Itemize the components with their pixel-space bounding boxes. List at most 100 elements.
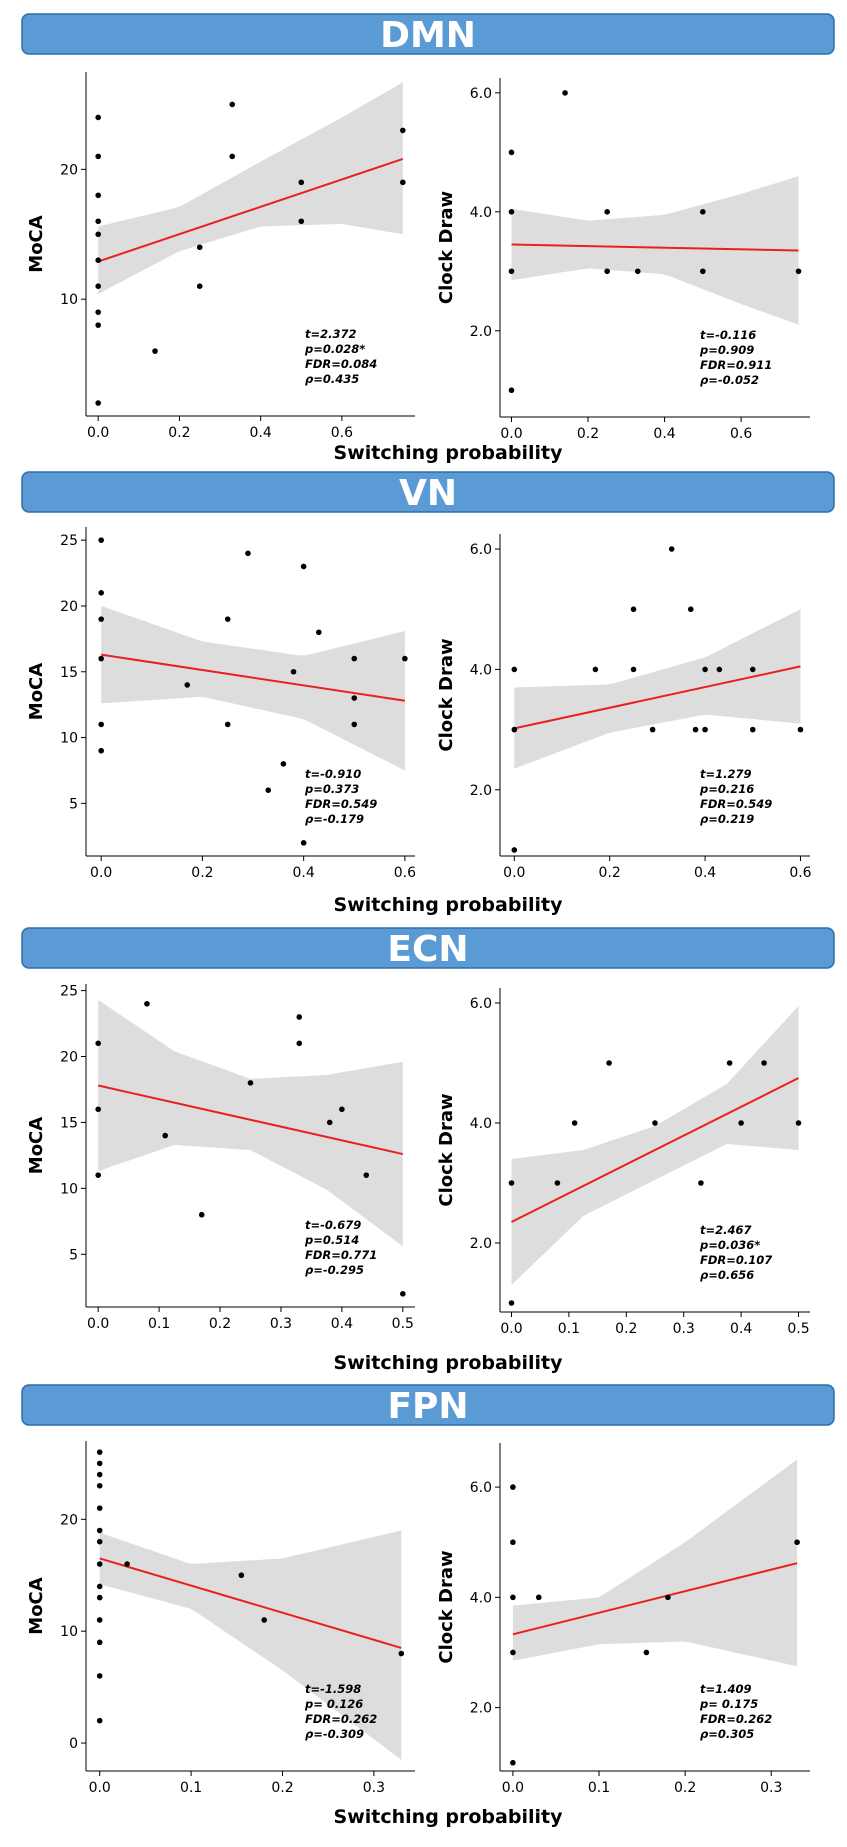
network-title: ECN — [387, 929, 468, 970]
data-point — [508, 149, 515, 156]
stat-line: p=0.373 — [304, 782, 359, 796]
data-point — [400, 1291, 406, 1297]
network-banner — [21, 471, 835, 513]
data-point — [95, 257, 101, 264]
x-tick-label: 0.6 — [789, 865, 811, 881]
data-point — [326, 1119, 333, 1126]
stat-line: t=-0.679 — [305, 1218, 361, 1232]
data-point — [510, 1649, 516, 1656]
stat-line: t=1.409 — [700, 1682, 752, 1696]
data-point — [238, 1572, 245, 1579]
y-axis-label: MoCA — [26, 663, 47, 720]
network-title: VN — [399, 473, 457, 514]
data-point — [265, 787, 272, 793]
data-point — [96, 1505, 103, 1511]
regression-line — [514, 665, 801, 730]
x-tick-label: 0.3 — [363, 1780, 385, 1796]
clock-draw-panel: 2.0 4.0 6.0 0.0 0.1 0.2 0.3 0.4 0.5 Clock Draw t=2… — [436, 988, 810, 1337]
data-point — [508, 1180, 515, 1186]
data-point — [351, 695, 358, 701]
network-banner — [21, 1384, 835, 1426]
x-tick-label: 0.0 — [89, 1780, 111, 1796]
block-ecn: ECN Switching probability 5 10 15 20 25 0.0 0.1 0… — [21, 927, 835, 1374]
data-point — [124, 1561, 130, 1567]
clock-draw-panel: 2.0 4.0 6.0 0.0 0.2 0.4 0.6 Clock Draw t=1.279p=… — [436, 534, 812, 881]
data-point — [700, 268, 706, 275]
data-point — [726, 1060, 733, 1066]
data-point — [96, 1583, 103, 1590]
y-axis-label: MoCA — [26, 1577, 47, 1634]
data-point — [300, 840, 307, 846]
data-point — [761, 1060, 767, 1066]
confidence-band — [511, 1006, 799, 1285]
data-point — [400, 179, 406, 186]
data-point — [687, 606, 694, 613]
x-tick-label: 0.2 — [271, 1780, 293, 1796]
block-vn: VN Switching probability 5 10 15 20 25 0.0 0.2 0.… — [21, 471, 835, 916]
y-tick-label: 4.0 — [470, 1590, 492, 1606]
y-tick-label: 20 — [60, 1512, 78, 1528]
data-point — [535, 1594, 542, 1601]
y-axis-label: Clock Draw — [436, 1550, 457, 1663]
data-point — [96, 1639, 103, 1646]
y-tick-label: 4.0 — [470, 205, 492, 221]
network-banner — [21, 927, 835, 969]
clock-draw-panel: 2.0 4.0 6.0 0.0 0.2 0.4 0.6 Clock Draw t=-0.116p… — [436, 78, 810, 442]
x-tick-label: 0.0 — [503, 865, 525, 881]
y-tick-label: 20 — [60, 1050, 78, 1066]
regression-line — [511, 243, 799, 252]
stat-line: FDR=0.771 — [305, 1248, 377, 1262]
data-point — [280, 761, 287, 767]
data-point — [652, 1120, 658, 1126]
stat-line: ρ=0.219 — [700, 812, 754, 826]
y-axis-label: Clock Draw — [436, 191, 457, 304]
data-point — [298, 179, 305, 186]
data-point — [795, 1120, 802, 1126]
data-point — [630, 666, 637, 673]
data-point — [296, 1040, 303, 1047]
data-point — [797, 726, 804, 733]
data-point — [96, 1673, 103, 1679]
data-point — [95, 218, 101, 225]
data-point — [245, 550, 251, 557]
x-tick-label: 0.1 — [588, 1780, 610, 1796]
data-point — [224, 616, 231, 622]
regression-line — [97, 158, 404, 263]
data-point — [511, 726, 518, 733]
data-point — [794, 1539, 800, 1546]
data-point — [363, 1172, 370, 1178]
data-point — [96, 1460, 103, 1467]
data-point — [290, 668, 297, 675]
x-tick-label: 0.1 — [558, 1321, 580, 1337]
stat-line: p=0.909 — [699, 343, 754, 357]
x-tick-label: 0.2 — [599, 865, 621, 881]
data-point — [95, 1172, 101, 1178]
stat-line: ρ=0.656 — [700, 1268, 754, 1282]
data-point — [649, 726, 656, 733]
moca-panel: 10 20 0.0 0.2 0.4 0.6 MoCA t=2.372p=0.028*FDR=0… — [26, 72, 415, 441]
stat-line: ρ=0.435 — [305, 372, 359, 386]
data-point — [95, 231, 101, 238]
x-tick-label: 0.5 — [392, 1316, 414, 1332]
data-point — [508, 268, 515, 275]
x-axis-label: Switching probability — [334, 894, 564, 916]
x-tick-label: 0.4 — [331, 1316, 353, 1332]
data-point — [592, 666, 599, 673]
x-tick-label: 0.4 — [293, 865, 315, 881]
data-point — [95, 283, 101, 289]
x-tick-label: 0.0 — [87, 425, 109, 441]
data-point — [95, 114, 101, 121]
y-tick-label: 6.0 — [470, 542, 492, 558]
data-point — [508, 1300, 515, 1306]
data-point — [247, 1080, 254, 1086]
data-point — [604, 268, 610, 275]
regression-line — [511, 1077, 799, 1223]
confidence-band — [514, 609, 801, 769]
x-tick-label: 0.0 — [87, 1316, 109, 1332]
stat-line: p=0.216 — [699, 782, 754, 796]
data-point — [606, 1060, 612, 1066]
stat-line: FDR=0.107 — [700, 1253, 772, 1267]
network-title: FPN — [387, 1386, 468, 1427]
data-point — [400, 127, 406, 134]
